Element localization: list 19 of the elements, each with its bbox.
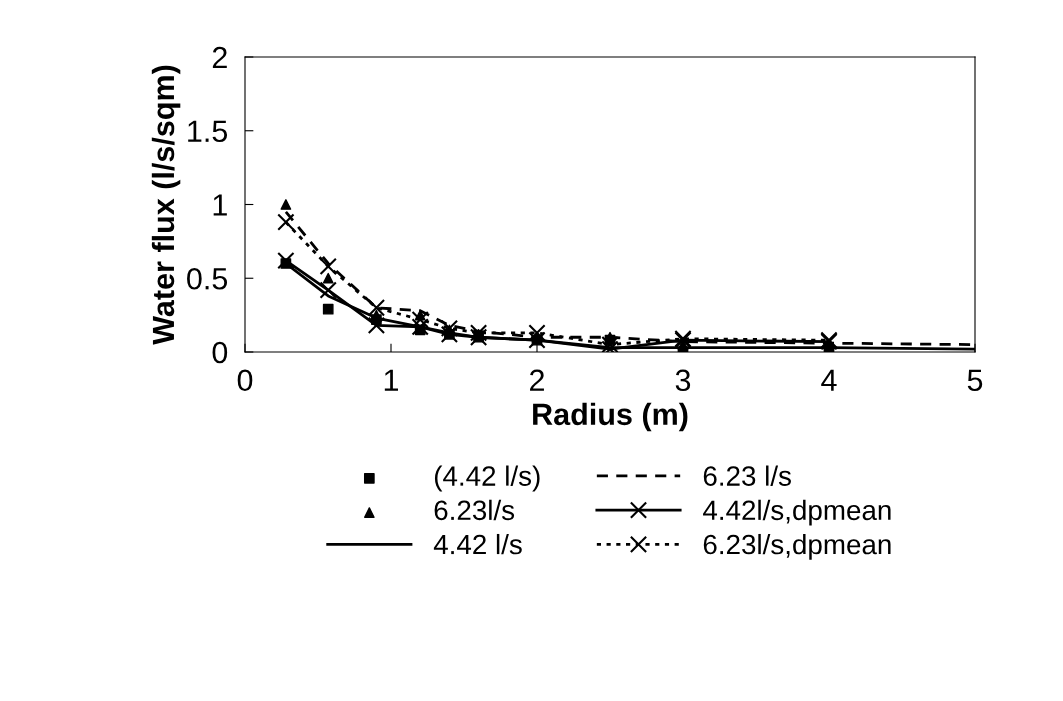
legend-label: 6.23l/s,dpmean	[703, 533, 891, 560]
x-tick-label: 3	[675, 369, 691, 392]
y-tick-label: 2	[212, 46, 227, 69]
y-tick-label: 0	[212, 341, 228, 364]
y-axis-title: Water flux (l/s/sqm)	[151, 65, 181, 345]
legend-label: 4.42 l/s	[433, 533, 522, 555]
legend-label: 6.23 l/s	[703, 465, 791, 486]
x-tick-label: 0	[237, 369, 253, 392]
x-axis-title: Radius (m)	[533, 402, 688, 432]
x-tick-label: 4	[821, 369, 837, 391]
legend-label: (4.42 l/s)	[434, 465, 540, 492]
x-tick-label: 5	[967, 369, 983, 392]
y-tick-label: 1.5	[188, 120, 228, 143]
legend-label: 4.42l/s,dpmean	[703, 499, 891, 526]
x-tick-label: 1	[384, 369, 399, 391]
y-tick-label: 0.5	[187, 267, 228, 290]
y-tick-label: 1	[213, 194, 227, 216]
legend-label: 6.23l/s	[434, 499, 515, 521]
x-tick-label: 2	[530, 369, 544, 391]
